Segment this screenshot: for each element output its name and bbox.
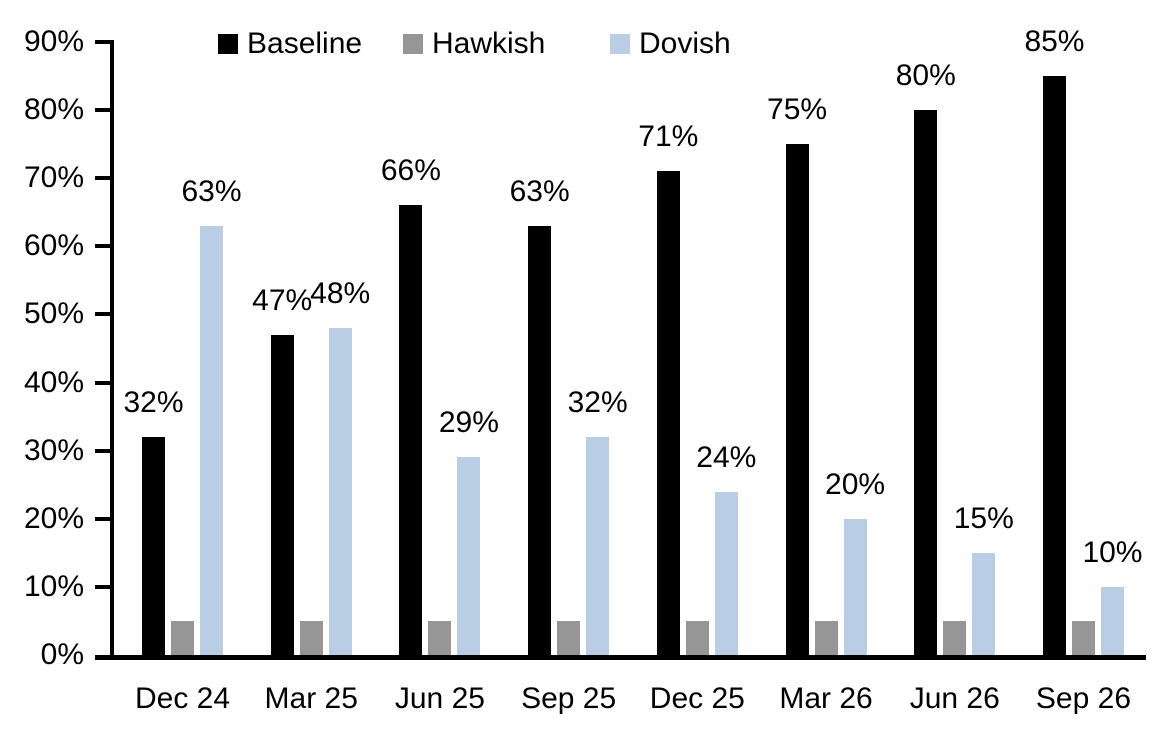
x-axis-label-jun-26: Jun 26 [909, 682, 1000, 715]
legend-item-baseline: Baseline [218, 28, 362, 60]
legend-item-hawkish: Hawkish [403, 28, 545, 60]
bar-hawkish-mar-25 [299, 620, 323, 655]
y-axis-tick [95, 176, 110, 181]
bar-dovish-jun-26 [972, 552, 996, 655]
legend-marker-dovish-icon [610, 34, 630, 54]
x-axis-label-mar-25: Mar 25 [264, 682, 358, 715]
bar-baseline-mar-26 [785, 144, 809, 655]
y-axis-tick [95, 516, 110, 521]
y-axis-tick-label: 10% [23, 569, 84, 603]
y-axis-tick [95, 584, 110, 589]
x-axis-label-jun-25: Jun 25 [394, 682, 485, 715]
legend-marker-baseline-icon [218, 34, 238, 54]
bar-hawkish-sep-26 [1071, 620, 1095, 655]
legend-label-dovish: Dovish [639, 27, 731, 60]
x-axis-line [95, 655, 1146, 660]
y-axis-tick [95, 108, 110, 113]
y-axis-tick-label: 60% [23, 229, 84, 263]
y-axis-tick [95, 380, 110, 385]
y-axis-tick-label: 40% [23, 365, 84, 399]
bar-dovish-sep-25 [586, 437, 610, 655]
y-axis-tick-label: 50% [23, 297, 84, 331]
x-axis-label-sep-26: Sep 26 [1035, 682, 1132, 715]
bar-dovish-mar-25 [328, 328, 352, 655]
data-label-baseline-mar-26: 75% [767, 93, 828, 127]
x-axis-label-mar-26: Mar 26 [779, 682, 873, 715]
data-label-baseline-dec-24: 32% [123, 386, 184, 420]
bar-hawkish-dec-25 [685, 620, 709, 655]
bar-hawkish-jun-26 [943, 620, 967, 655]
legend-item-dovish: Dovish [610, 28, 731, 60]
bar-baseline-sep-25 [528, 225, 552, 655]
y-axis-tick [95, 40, 110, 44]
data-label-baseline-jun-25: 66% [380, 154, 441, 188]
y-axis-tick-label: 20% [23, 501, 84, 535]
bar-hawkish-jun-25 [428, 620, 452, 655]
data-label-dovish-dec-25: 24% [696, 440, 757, 474]
y-axis-tick [95, 448, 110, 453]
bar-baseline-dec-24 [142, 437, 165, 655]
bar-baseline-jun-26 [914, 110, 938, 655]
y-axis-tick-label: 30% [23, 433, 84, 467]
legend-label-baseline: Baseline [247, 27, 363, 60]
data-label-baseline-dec-25: 71% [638, 120, 699, 154]
y-axis-tick [95, 244, 110, 249]
bar-baseline-dec-25 [656, 171, 680, 655]
y-axis-line [110, 40, 114, 660]
x-axis-label-dec-25: Dec 25 [649, 682, 745, 715]
data-label-dovish-jun-26: 15% [953, 501, 1014, 535]
x-axis-label-dec-24: Dec 24 [134, 682, 231, 715]
data-label-baseline-sep-25: 63% [509, 174, 570, 208]
legend-label-hawkish: Hawkish [432, 27, 546, 60]
data-label-dovish-mar-25: 48% [310, 277, 371, 311]
x-axis-label-sep-25: Sep 25 [521, 682, 617, 715]
y-axis-tick-label: 70% [23, 161, 84, 195]
bar-baseline-jun-25 [399, 205, 423, 655]
bar-baseline-sep-26 [1042, 76, 1066, 655]
bar-dovish-mar-26 [843, 518, 867, 655]
legend-marker-hawkish-icon [403, 34, 423, 54]
y-axis-tick [95, 312, 110, 317]
bar-hawkish-mar-26 [814, 620, 838, 655]
data-label-dovish-dec-24: 63% [181, 174, 242, 208]
data-label-dovish-sep-26: 10% [1082, 535, 1143, 569]
data-label-baseline-jun-26: 80% [895, 59, 956, 93]
bar-hawkish-sep-25 [557, 620, 581, 655]
y-axis-tick-label: 90% [23, 25, 84, 58]
data-label-dovish-sep-25: 32% [567, 386, 628, 420]
data-label-dovish-jun-25: 29% [438, 406, 499, 440]
bar-dovish-dec-24 [200, 225, 223, 655]
y-axis-tick-label: 80% [23, 93, 84, 127]
data-label-baseline-mar-25: 47% [252, 283, 313, 317]
bar-dovish-sep-26 [1100, 586, 1124, 655]
bar-dovish-dec-25 [714, 491, 738, 655]
bar-baseline-mar-25 [270, 334, 294, 655]
data-label-baseline-sep-26: 85% [1024, 25, 1085, 59]
data-label-dovish-mar-26: 20% [825, 467, 886, 501]
y-axis-tick-label: 0% [40, 638, 84, 671]
bar-dovish-jun-25 [457, 457, 481, 655]
bar-hawkish-dec-24 [171, 620, 194, 655]
